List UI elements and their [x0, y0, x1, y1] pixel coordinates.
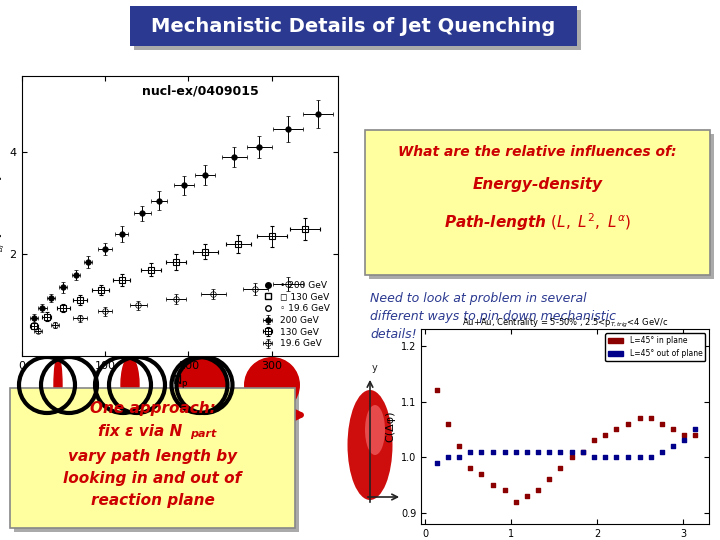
Point — [454, 453, 465, 462]
Point — [588, 436, 600, 445]
Text: details!: details! — [370, 328, 417, 341]
Point — [544, 447, 555, 456]
Point — [690, 425, 701, 434]
Point — [487, 481, 499, 489]
FancyBboxPatch shape — [365, 130, 710, 275]
Ellipse shape — [54, 357, 62, 413]
Point — [532, 486, 544, 495]
Ellipse shape — [121, 357, 139, 413]
Text: One approach:: One approach: — [89, 401, 215, 415]
Point — [532, 447, 544, 456]
Legend: • 200 GeV, ◻ 130 GeV, ◦ 19.6 GeV, 200 GeV, 130 GeV, 19.6 GeV: • 200 GeV, ◻ 130 GeV, ◦ 19.6 GeV, 200 Ge… — [258, 277, 334, 352]
Title: Au+Au, Centrality = 5-50% , 2.5<p$_{T,trig}$<4 GeV/c: Au+Au, Centrality = 5-50% , 2.5<p$_{T,tr… — [462, 316, 668, 330]
Point — [442, 420, 454, 428]
FancyBboxPatch shape — [14, 392, 299, 532]
Ellipse shape — [348, 390, 392, 500]
Point — [645, 453, 657, 462]
Point — [544, 475, 555, 484]
Point — [645, 414, 657, 423]
Point — [499, 486, 510, 495]
Point — [634, 453, 645, 462]
Text: Need to look at problem in several: Need to look at problem in several — [370, 292, 587, 305]
Point — [611, 453, 622, 462]
Point — [566, 447, 577, 456]
Point — [600, 430, 611, 439]
Point — [577, 447, 588, 456]
Point — [634, 414, 645, 423]
Point — [623, 453, 634, 462]
Point — [431, 458, 442, 467]
Point — [487, 447, 499, 456]
FancyBboxPatch shape — [130, 6, 577, 46]
Point — [667, 425, 679, 434]
Point — [510, 447, 521, 456]
Ellipse shape — [177, 357, 227, 413]
Point — [611, 425, 622, 434]
Text: different ways to pin down mechanistic: different ways to pin down mechanistic — [370, 310, 616, 323]
Ellipse shape — [365, 405, 385, 455]
Point — [499, 447, 510, 456]
Point — [577, 447, 588, 456]
Point — [678, 436, 690, 445]
Point — [600, 453, 611, 462]
Point — [667, 442, 679, 450]
FancyBboxPatch shape — [10, 388, 295, 528]
Text: y: y — [372, 363, 378, 373]
Point — [510, 497, 521, 506]
Point — [623, 420, 634, 428]
Point — [476, 447, 487, 456]
Point — [678, 430, 690, 439]
Text: part: part — [191, 429, 217, 439]
Point — [442, 453, 454, 462]
Text: reaction plane: reaction plane — [91, 492, 215, 508]
Text: Energy-density: Energy-density — [472, 178, 603, 192]
Circle shape — [244, 357, 300, 413]
Text: Mechanistic Details of Jet Quenching: Mechanistic Details of Jet Quenching — [151, 17, 555, 36]
Point — [431, 386, 442, 395]
Text: nucl-ex/0409015: nucl-ex/0409015 — [142, 84, 258, 97]
Point — [588, 453, 600, 462]
Point — [464, 464, 476, 472]
FancyBboxPatch shape — [134, 10, 581, 50]
Point — [656, 447, 667, 456]
Text: Path-length $(L,\ L^2,\ L^\alpha)$: Path-length $(L,\ L^2,\ L^\alpha)$ — [444, 211, 631, 233]
Text: fix ε via N: fix ε via N — [99, 424, 183, 440]
Text: What are the relative influences of:: What are the relative influences of: — [398, 145, 677, 159]
Y-axis label: C(Δφ): C(Δφ) — [385, 411, 395, 442]
Point — [554, 447, 566, 456]
Point — [454, 442, 465, 450]
Point — [476, 469, 487, 478]
X-axis label: N$_\mathrm{p}$: N$_\mathrm{p}$ — [172, 373, 188, 390]
Text: vary path length by: vary path length by — [68, 449, 237, 463]
Point — [656, 420, 667, 428]
Point — [566, 453, 577, 462]
Point — [554, 464, 566, 472]
Point — [690, 430, 701, 439]
FancyBboxPatch shape — [369, 134, 714, 279]
Text: looking in and out of: looking in and out of — [63, 470, 242, 485]
Point — [521, 447, 533, 456]
Point — [464, 447, 476, 456]
Point — [521, 492, 533, 501]
Legend: L=45° in plane, L=45° out of plane: L=45° in plane, L=45° out of plane — [605, 333, 706, 361]
Y-axis label: $\epsilon_{Bj}^{}$  [GeV/fm$^2$/c]: $\epsilon_{Bj}^{}$ [GeV/fm$^2$/c] — [0, 175, 6, 257]
